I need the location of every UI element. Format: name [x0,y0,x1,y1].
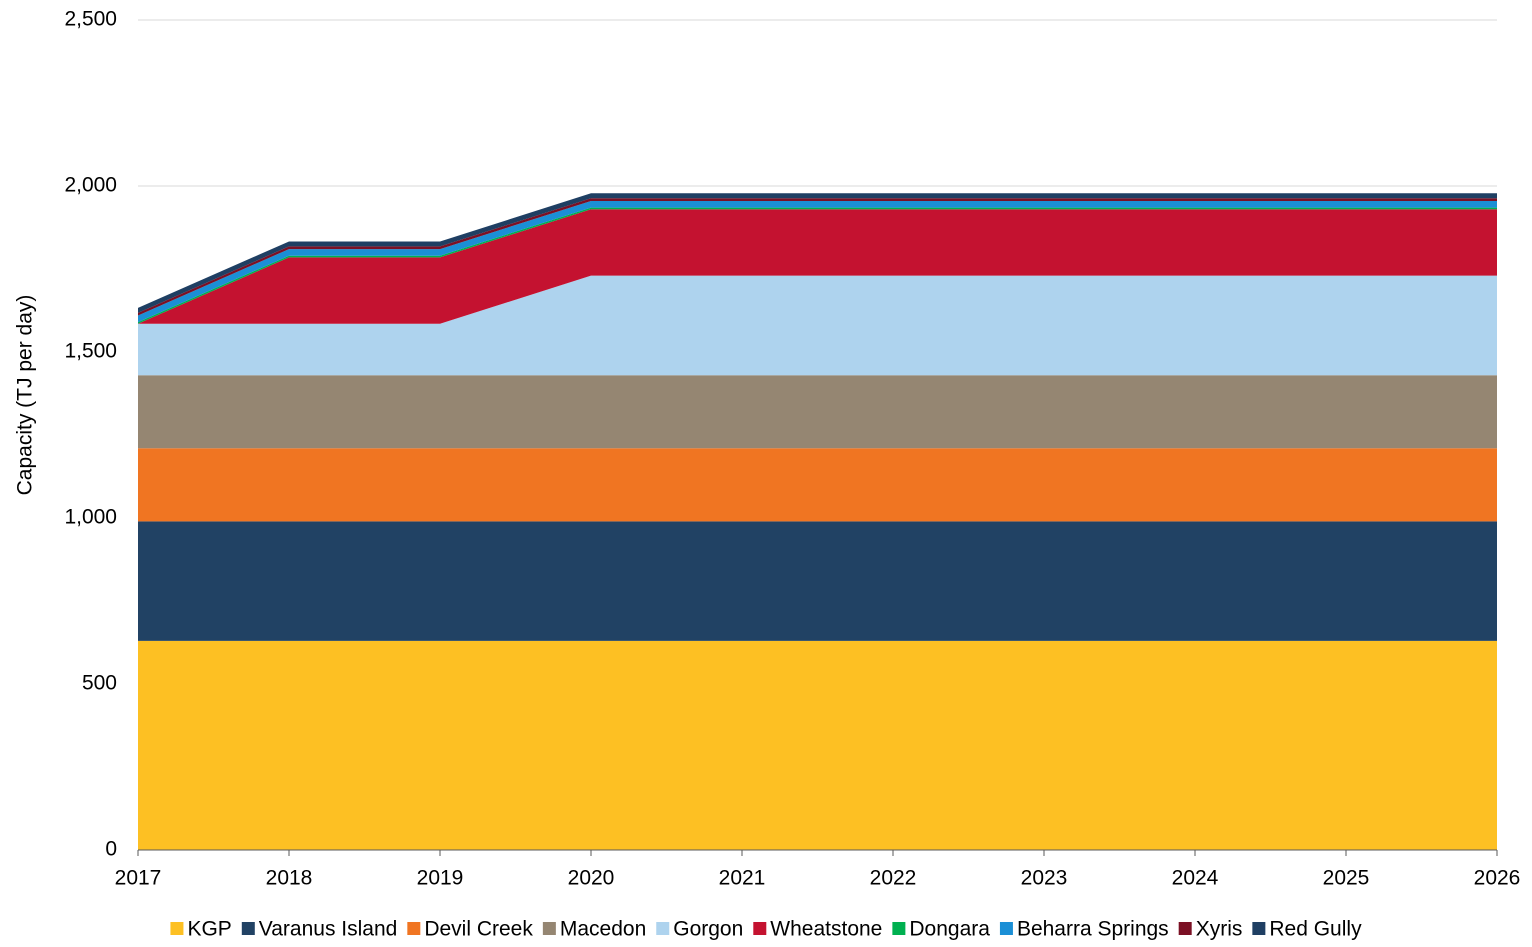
x-tick-label: 2026 [1474,867,1521,890]
legend: KGP Varanus Island Devil Creek Macedon Gorgo… [170,918,1362,941]
y-tick-label: 0 [105,838,117,861]
legend-item: Wheatstone [753,918,882,941]
legend-item: Beharra Springs [999,918,1169,941]
y-tick-label: 2,500 [64,8,117,31]
legend-swatch [241,922,255,935]
legend-swatch [1252,922,1266,935]
legend-label: Red Gully [1269,918,1362,941]
areas [138,193,1497,850]
legend-swatch [656,922,670,935]
legend-swatch [999,922,1013,935]
x-tick-label: 2021 [719,867,766,890]
x-tick-label: 2019 [417,867,464,890]
y-tick-label: 2,000 [64,174,117,197]
area [138,275,1497,376]
legend-label: Varanus Island [259,918,398,941]
legend-item: KGP [170,918,232,941]
x-tick-label: 2020 [568,867,615,890]
x-tick-label: 2018 [266,867,313,890]
legend-label: Wheatstone [770,918,882,941]
legend-label: Macedon [560,918,646,941]
legend-item: Xyris [1178,918,1243,941]
legend-item: Varanus Island [241,918,398,941]
y-tick-label: 500 [82,672,117,695]
legend-swatch [892,922,906,935]
legend-label: Beharra Springs [1017,918,1169,941]
legend-swatch [1178,922,1192,935]
legend-label: Xyris [1196,918,1243,941]
legend-item: Dongara [892,918,990,941]
y-tick-label: 1,000 [64,506,117,529]
legend-item: Gorgon [656,918,743,941]
x-tick-label: 2024 [1172,867,1219,890]
x-tick-label: 2023 [1021,867,1068,890]
area [138,448,1497,522]
legend-label: KGP [187,918,231,941]
legend-swatch [542,922,556,935]
legend-label: Gorgon [673,918,743,941]
x-tick-label: 2017 [115,867,162,890]
legend-item: Devil Creek [407,918,533,941]
y-tick-label: 1,500 [64,340,117,363]
legend-item: Macedon [542,918,646,941]
area [138,640,1497,850]
legend-label: Devil Creek [424,918,533,941]
legend-item: Red Gully [1252,918,1362,941]
area [138,521,1497,641]
area [138,375,1497,449]
legend-swatch [753,922,767,935]
x-tick-label: 2022 [870,867,917,890]
x-tick-label: 2025 [1323,867,1370,890]
legend-label: Dongara [909,918,990,941]
legend-swatch [407,922,421,935]
y-axis-label: Capacity (TJ per day) [14,295,37,496]
area [138,209,1497,324]
legend-swatch [170,922,184,935]
